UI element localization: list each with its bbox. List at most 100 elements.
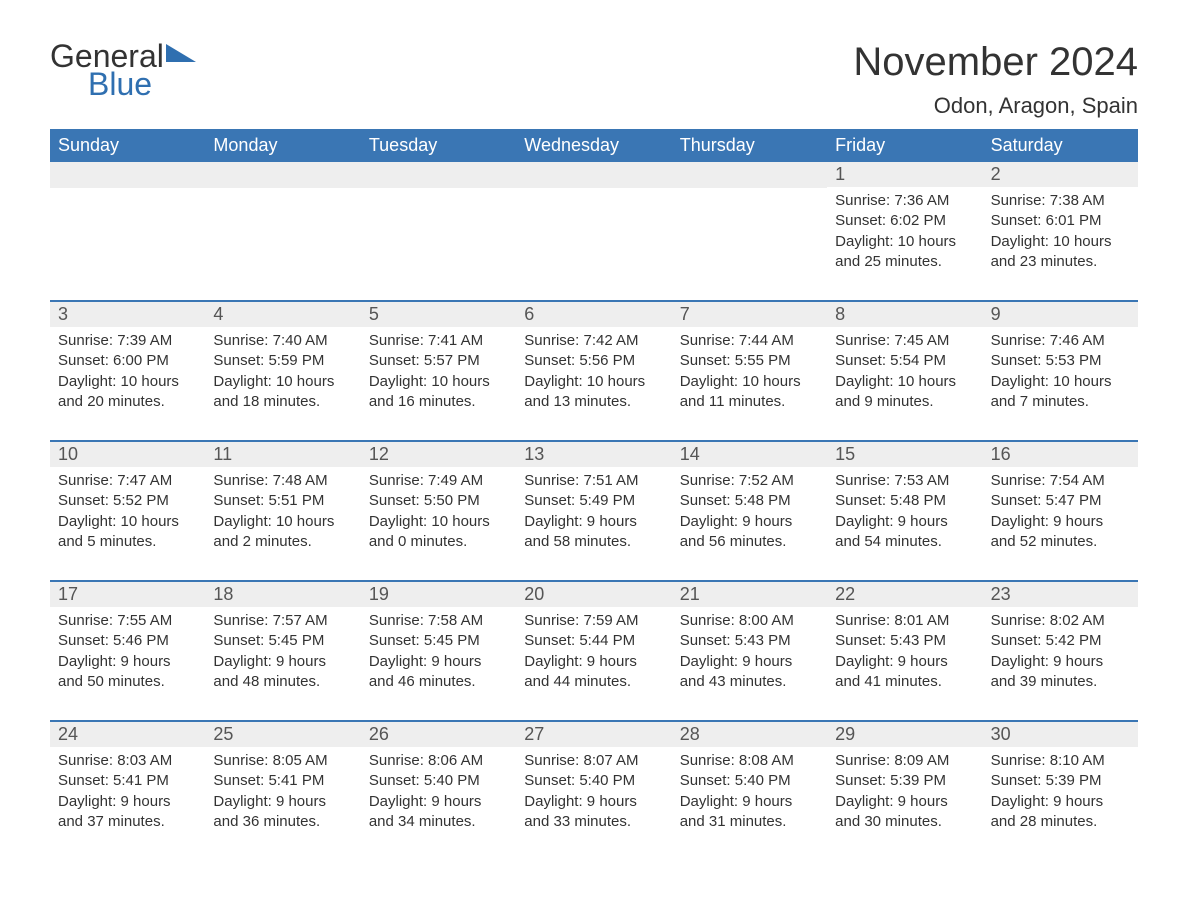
day-cell: 9Sunrise: 7:46 AMSunset: 5:53 PMDaylight… — [983, 302, 1138, 422]
day-cell: 11Sunrise: 7:48 AMSunset: 5:51 PMDayligh… — [205, 442, 360, 562]
day-day1: Daylight: 9 hours — [991, 512, 1130, 532]
day-number: 2 — [983, 162, 1138, 187]
day-day1: Daylight: 9 hours — [524, 512, 663, 532]
day-day2: and 11 minutes. — [680, 392, 819, 412]
day-day2: and 54 minutes. — [835, 532, 974, 552]
day-cell: 28Sunrise: 8:08 AMSunset: 5:40 PMDayligh… — [672, 722, 827, 842]
day-sunset: Sunset: 5:43 PM — [680, 631, 819, 651]
day-sunrise: Sunrise: 7:39 AM — [58, 331, 197, 351]
day-day1: Daylight: 10 hours — [991, 372, 1130, 392]
day-sunset: Sunset: 5:41 PM — [58, 771, 197, 791]
day-body: Sunrise: 8:05 AMSunset: 5:41 PMDaylight:… — [205, 747, 360, 838]
day-sunset: Sunset: 5:41 PM — [213, 771, 352, 791]
day-sunset: Sunset: 5:42 PM — [991, 631, 1130, 651]
day-day2: and 34 minutes. — [369, 812, 508, 832]
day-cell: 7Sunrise: 7:44 AMSunset: 5:55 PMDaylight… — [672, 302, 827, 422]
day-day2: and 7 minutes. — [991, 392, 1130, 412]
day-sunrise: Sunrise: 8:01 AM — [835, 611, 974, 631]
weekday-thursday: Thursday — [672, 129, 827, 162]
day-body: Sunrise: 7:44 AMSunset: 5:55 PMDaylight:… — [672, 327, 827, 418]
day-day2: and 43 minutes. — [680, 672, 819, 692]
day-number: 21 — [672, 582, 827, 607]
week-row: 10Sunrise: 7:47 AMSunset: 5:52 PMDayligh… — [50, 440, 1138, 562]
day-day2: and 0 minutes. — [369, 532, 508, 552]
day-day1: Daylight: 9 hours — [58, 652, 197, 672]
day-number: 13 — [516, 442, 671, 467]
empty-day-number — [205, 162, 360, 188]
day-number: 12 — [361, 442, 516, 467]
day-body: Sunrise: 8:01 AMSunset: 5:43 PMDaylight:… — [827, 607, 982, 698]
day-sunrise: Sunrise: 7:52 AM — [680, 471, 819, 491]
day-day2: and 28 minutes. — [991, 812, 1130, 832]
day-number: 10 — [50, 442, 205, 467]
empty-day-number — [361, 162, 516, 188]
day-cell: 2Sunrise: 7:38 AMSunset: 6:01 PMDaylight… — [983, 162, 1138, 282]
day-day1: Daylight: 10 hours — [58, 372, 197, 392]
day-number: 24 — [50, 722, 205, 747]
day-day1: Daylight: 9 hours — [369, 652, 508, 672]
day-number: 9 — [983, 302, 1138, 327]
day-day1: Daylight: 9 hours — [524, 652, 663, 672]
day-day1: Daylight: 10 hours — [58, 512, 197, 532]
day-number: 22 — [827, 582, 982, 607]
day-number: 18 — [205, 582, 360, 607]
day-body: Sunrise: 7:58 AMSunset: 5:45 PMDaylight:… — [361, 607, 516, 698]
day-sunrise: Sunrise: 7:38 AM — [991, 191, 1130, 211]
day-day1: Daylight: 10 hours — [369, 512, 508, 532]
logo-text-block: General Blue — [50, 40, 164, 100]
day-cell: 5Sunrise: 7:41 AMSunset: 5:57 PMDaylight… — [361, 302, 516, 422]
day-cell: 23Sunrise: 8:02 AMSunset: 5:42 PMDayligh… — [983, 582, 1138, 702]
day-sunset: Sunset: 5:40 PM — [369, 771, 508, 791]
day-sunrise: Sunrise: 8:03 AM — [58, 751, 197, 771]
week-row: 17Sunrise: 7:55 AMSunset: 5:46 PMDayligh… — [50, 580, 1138, 702]
day-sunrise: Sunrise: 7:48 AM — [213, 471, 352, 491]
day-body: Sunrise: 7:57 AMSunset: 5:45 PMDaylight:… — [205, 607, 360, 698]
day-cell: 10Sunrise: 7:47 AMSunset: 5:52 PMDayligh… — [50, 442, 205, 562]
day-body: Sunrise: 7:49 AMSunset: 5:50 PMDaylight:… — [361, 467, 516, 558]
day-cell: 1Sunrise: 7:36 AMSunset: 6:02 PMDaylight… — [827, 162, 982, 282]
week-row: 24Sunrise: 8:03 AMSunset: 5:41 PMDayligh… — [50, 720, 1138, 842]
weekday-friday: Friday — [827, 129, 982, 162]
day-day1: Daylight: 10 hours — [991, 232, 1130, 252]
empty-day-number — [672, 162, 827, 188]
day-day2: and 58 minutes. — [524, 532, 663, 552]
day-sunset: Sunset: 5:40 PM — [524, 771, 663, 791]
day-sunrise: Sunrise: 7:55 AM — [58, 611, 197, 631]
day-sunset: Sunset: 5:39 PM — [991, 771, 1130, 791]
day-cell — [672, 162, 827, 282]
day-body: Sunrise: 7:46 AMSunset: 5:53 PMDaylight:… — [983, 327, 1138, 418]
day-sunset: Sunset: 5:46 PM — [58, 631, 197, 651]
day-cell: 24Sunrise: 8:03 AMSunset: 5:41 PMDayligh… — [50, 722, 205, 842]
day-number: 16 — [983, 442, 1138, 467]
day-day1: Daylight: 10 hours — [213, 372, 352, 392]
day-body: Sunrise: 7:52 AMSunset: 5:48 PMDaylight:… — [672, 467, 827, 558]
day-body: Sunrise: 7:51 AMSunset: 5:49 PMDaylight:… — [516, 467, 671, 558]
title-block: November 2024 Odon, Aragon, Spain — [853, 40, 1138, 119]
day-cell: 19Sunrise: 7:58 AMSunset: 5:45 PMDayligh… — [361, 582, 516, 702]
day-body: Sunrise: 7:47 AMSunset: 5:52 PMDaylight:… — [50, 467, 205, 558]
day-cell: 12Sunrise: 7:49 AMSunset: 5:50 PMDayligh… — [361, 442, 516, 562]
day-sunset: Sunset: 5:55 PM — [680, 351, 819, 371]
weekday-wednesday: Wednesday — [516, 129, 671, 162]
day-day1: Daylight: 9 hours — [991, 792, 1130, 812]
day-sunrise: Sunrise: 8:02 AM — [991, 611, 1130, 631]
day-day2: and 39 minutes. — [991, 672, 1130, 692]
day-sunrise: Sunrise: 7:44 AM — [680, 331, 819, 351]
day-sunrise: Sunrise: 8:00 AM — [680, 611, 819, 631]
logo: General Blue — [50, 40, 200, 100]
day-body: Sunrise: 7:45 AMSunset: 5:54 PMDaylight:… — [827, 327, 982, 418]
day-day2: and 44 minutes. — [524, 672, 663, 692]
day-sunrise: Sunrise: 7:36 AM — [835, 191, 974, 211]
day-cell: 27Sunrise: 8:07 AMSunset: 5:40 PMDayligh… — [516, 722, 671, 842]
day-day2: and 25 minutes. — [835, 252, 974, 272]
weekday-header-row: Sunday Monday Tuesday Wednesday Thursday… — [50, 129, 1138, 162]
day-number: 25 — [205, 722, 360, 747]
header: General Blue November 2024 Odon, Aragon,… — [50, 40, 1138, 119]
day-number: 20 — [516, 582, 671, 607]
day-day2: and 5 minutes. — [58, 532, 197, 552]
day-day1: Daylight: 10 hours — [835, 232, 974, 252]
day-number: 5 — [361, 302, 516, 327]
day-day1: Daylight: 10 hours — [369, 372, 508, 392]
day-day2: and 23 minutes. — [991, 252, 1130, 272]
day-sunrise: Sunrise: 7:46 AM — [991, 331, 1130, 351]
